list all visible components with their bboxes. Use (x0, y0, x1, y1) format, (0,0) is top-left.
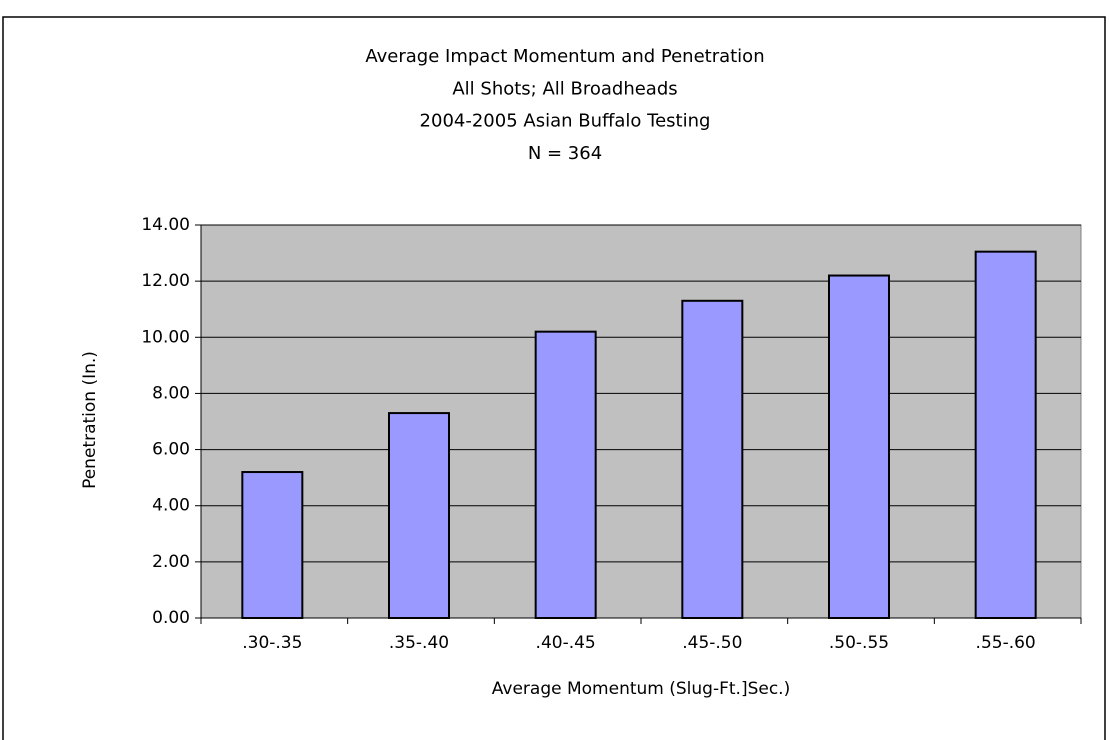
y-tick-label: 14.00 (141, 215, 190, 235)
x-tick-label: .55-.60 (976, 633, 1036, 653)
y-tick-label: 12.00 (141, 271, 190, 291)
x-tick-label: .45-.50 (682, 633, 742, 653)
y-tick-label: 0.00 (152, 608, 190, 628)
y-tick-label: 2.00 (152, 552, 190, 572)
y-tick-label: 10.00 (141, 327, 190, 347)
x-tick-label: .35-.40 (389, 633, 449, 653)
x-axis-label: Average Momentum (Slug-Ft.]Sec.) (492, 679, 790, 699)
x-tick-label: .30-.35 (242, 633, 302, 653)
plot-area (200, 224, 1082, 619)
y-tick-label: 8.00 (152, 383, 190, 403)
y-tick-label: 6.00 (152, 440, 190, 460)
x-tick-label: .40-.45 (536, 633, 596, 653)
bar (534, 330, 597, 619)
chart-title: All Shots; All Broadheads (452, 78, 677, 99)
bar (974, 250, 1037, 620)
y-axis-label: Penetration (In.) (80, 351, 100, 489)
bar (388, 412, 450, 620)
bar (828, 274, 890, 619)
bar (241, 471, 304, 619)
chart-title: Average Impact Momentum and Penetration (365, 46, 764, 67)
bar (681, 299, 744, 619)
y-tick-label: 4.00 (152, 496, 190, 516)
x-tick-label: .50-.55 (829, 633, 889, 653)
chart-title: 2004-2005 Asian Buffalo Testing (420, 111, 711, 132)
chart-title: N = 364 (528, 143, 602, 164)
